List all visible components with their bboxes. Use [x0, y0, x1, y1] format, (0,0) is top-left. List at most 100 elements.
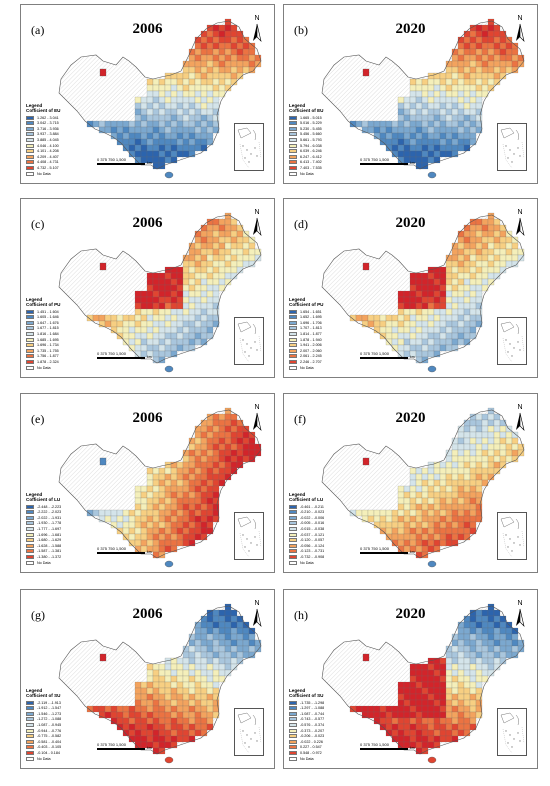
prefecture-cell: [218, 254, 226, 262]
prefecture-cell: [134, 497, 142, 505]
prefecture-cell: [487, 242, 495, 250]
legend-swatch: [26, 326, 34, 331]
prefecture-cell: [158, 711, 166, 719]
legend-item-label: -0.123 - -0.731: [300, 549, 325, 554]
prefecture-cell: [421, 90, 429, 98]
prefecture-cell: [188, 443, 196, 451]
prefecture-cell: [182, 515, 190, 523]
prefecture-cell: [176, 491, 184, 499]
prefecture-cell: [182, 114, 190, 122]
prefecture-cell: [224, 236, 232, 244]
prefecture-cell: [481, 645, 489, 653]
scale-bar: 0 375 750 1,500 km: [97, 351, 155, 365]
prefecture-cell: [170, 503, 178, 511]
prefecture-cell: [457, 437, 465, 445]
prefecture-cell: [379, 705, 387, 713]
prefecture-cell: [140, 527, 148, 535]
legend-swatch: [26, 532, 34, 537]
prefecture-cell: [152, 114, 160, 122]
legend-swatch: [26, 554, 34, 559]
prefecture-cell: [134, 485, 142, 493]
prefecture-cell: [391, 527, 399, 535]
legend-swatch: [289, 121, 297, 126]
legend-swatch: [289, 326, 297, 331]
prefecture-cell: [212, 72, 220, 80]
legend-swatch: [26, 132, 34, 137]
prefecture-cell: [433, 497, 441, 505]
prefecture-cell: [499, 242, 507, 250]
prefecture-cell: [248, 48, 256, 56]
legend-item: 1.707 - 1.813: [289, 326, 359, 332]
prefecture-cell: [224, 669, 232, 677]
prefecture-cell: [146, 96, 154, 104]
prefecture-cell: [463, 78, 471, 86]
prefecture-cell: [164, 126, 172, 134]
china-choropleth-map: [321, 407, 525, 568]
prefecture-cell: [140, 681, 148, 689]
legend-item-label: 1.816 - 1.684: [37, 331, 59, 336]
prefecture-cell: [146, 90, 154, 98]
prefecture-cell: [469, 78, 477, 86]
prefecture-cell: [140, 320, 148, 328]
prefecture-cell: [152, 515, 160, 523]
prefecture-cell: [433, 663, 441, 671]
prefecture-cell: [140, 699, 148, 707]
prefecture-cell: [164, 350, 172, 358]
prefecture-cell: [194, 314, 202, 322]
prefecture-cell: [134, 108, 142, 116]
prefecture-cell: [445, 96, 453, 104]
prefecture-cell: [194, 633, 202, 641]
prefecture-cell: [212, 449, 220, 457]
south-china-sea-inset: [234, 512, 264, 560]
prefecture-cell: [206, 633, 214, 641]
prefecture-cell: [134, 314, 142, 322]
legend-swatch: [26, 320, 34, 325]
prefecture-cell: [469, 705, 477, 713]
prefecture-cell: [146, 687, 154, 695]
legend-swatch: [26, 331, 34, 336]
prefecture-cell: [379, 711, 387, 719]
prefecture-cell: [140, 711, 148, 719]
prefecture-cell: [391, 120, 399, 128]
prefecture-cell: [385, 509, 393, 517]
prefecture-cell: [403, 120, 411, 128]
prefecture-cell: [188, 533, 196, 541]
prefecture-cell: [146, 711, 154, 719]
prefecture-cell: [409, 503, 417, 511]
prefecture-cell: [463, 72, 471, 80]
prefecture-cell: [475, 431, 483, 439]
prefecture-cell: [451, 449, 459, 457]
prefecture-cell: [457, 108, 465, 116]
prefecture-cell: [481, 443, 489, 451]
prefecture-cell: [487, 455, 495, 463]
prefecture-cell: [433, 515, 441, 523]
prefecture-cell: [116, 320, 124, 328]
prefecture-cell: [487, 645, 495, 653]
prefecture-cell: [158, 717, 166, 725]
prefecture-cell: [242, 242, 250, 250]
prefecture-cell: [110, 126, 118, 134]
legend-swatch: [26, 165, 34, 170]
prefecture-cell: [475, 308, 483, 316]
prefecture-cell: [200, 242, 208, 250]
prefecture-cell: [206, 467, 214, 475]
prefecture-cell: [188, 717, 196, 725]
prefecture-cell: [104, 509, 112, 517]
prefecture-cell: [104, 515, 112, 523]
prefecture-cell: [212, 248, 220, 256]
prefecture-cell: [421, 545, 429, 553]
prefecture-cell: [146, 473, 154, 481]
prefecture-cell: [427, 497, 435, 505]
scale-unit: km: [410, 550, 415, 554]
prefecture-cell: [439, 308, 447, 316]
prefecture-cell: [146, 278, 154, 286]
prefecture-cell: [194, 126, 202, 134]
legend-item: 1.677 - 1.815: [26, 326, 96, 332]
prefecture-cell: [170, 344, 178, 352]
prefecture-cell: [475, 627, 483, 635]
prefecture-cell: [164, 717, 172, 725]
prefecture-cell: [248, 651, 256, 659]
prefecture-cell: [397, 687, 405, 695]
prefecture-cell: [475, 236, 483, 244]
prefecture-cell: [206, 290, 214, 298]
